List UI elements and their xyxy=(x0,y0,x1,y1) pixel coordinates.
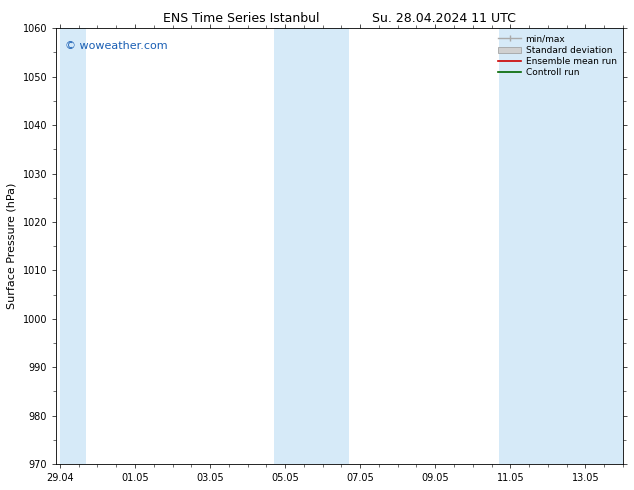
Bar xyxy=(60,28,86,464)
Bar xyxy=(499,28,623,464)
Legend: min/max, Standard deviation, Ensemble mean run, Controll run: min/max, Standard deviation, Ensemble me… xyxy=(496,33,618,79)
Text: © woweather.com: © woweather.com xyxy=(65,41,167,51)
Bar xyxy=(274,28,349,464)
Text: Su. 28.04.2024 11 UTC: Su. 28.04.2024 11 UTC xyxy=(372,12,515,25)
Y-axis label: Surface Pressure (hPa): Surface Pressure (hPa) xyxy=(7,183,17,309)
Text: ENS Time Series Istanbul: ENS Time Series Istanbul xyxy=(163,12,319,25)
